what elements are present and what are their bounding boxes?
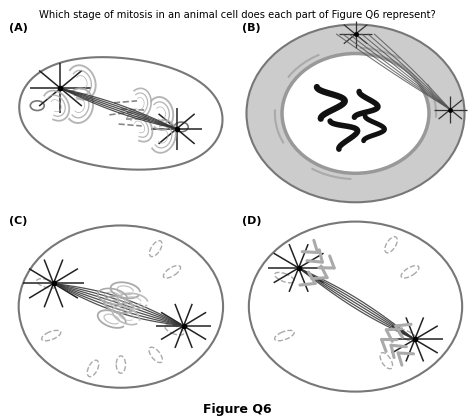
Text: (A): (A) bbox=[9, 23, 28, 33]
Text: (D): (D) bbox=[242, 216, 261, 226]
Text: Figure Q6: Figure Q6 bbox=[203, 403, 271, 416]
Text: (B): (B) bbox=[242, 23, 260, 33]
Ellipse shape bbox=[282, 53, 429, 173]
Ellipse shape bbox=[249, 222, 462, 391]
Ellipse shape bbox=[246, 24, 465, 202]
Polygon shape bbox=[19, 57, 222, 170]
Ellipse shape bbox=[18, 226, 223, 388]
Text: Which stage of mitosis in an animal cell does each part of Figure Q6 represent?: Which stage of mitosis in an animal cell… bbox=[38, 10, 436, 21]
Ellipse shape bbox=[30, 101, 44, 110]
Ellipse shape bbox=[174, 122, 188, 132]
Text: (C): (C) bbox=[9, 216, 28, 226]
